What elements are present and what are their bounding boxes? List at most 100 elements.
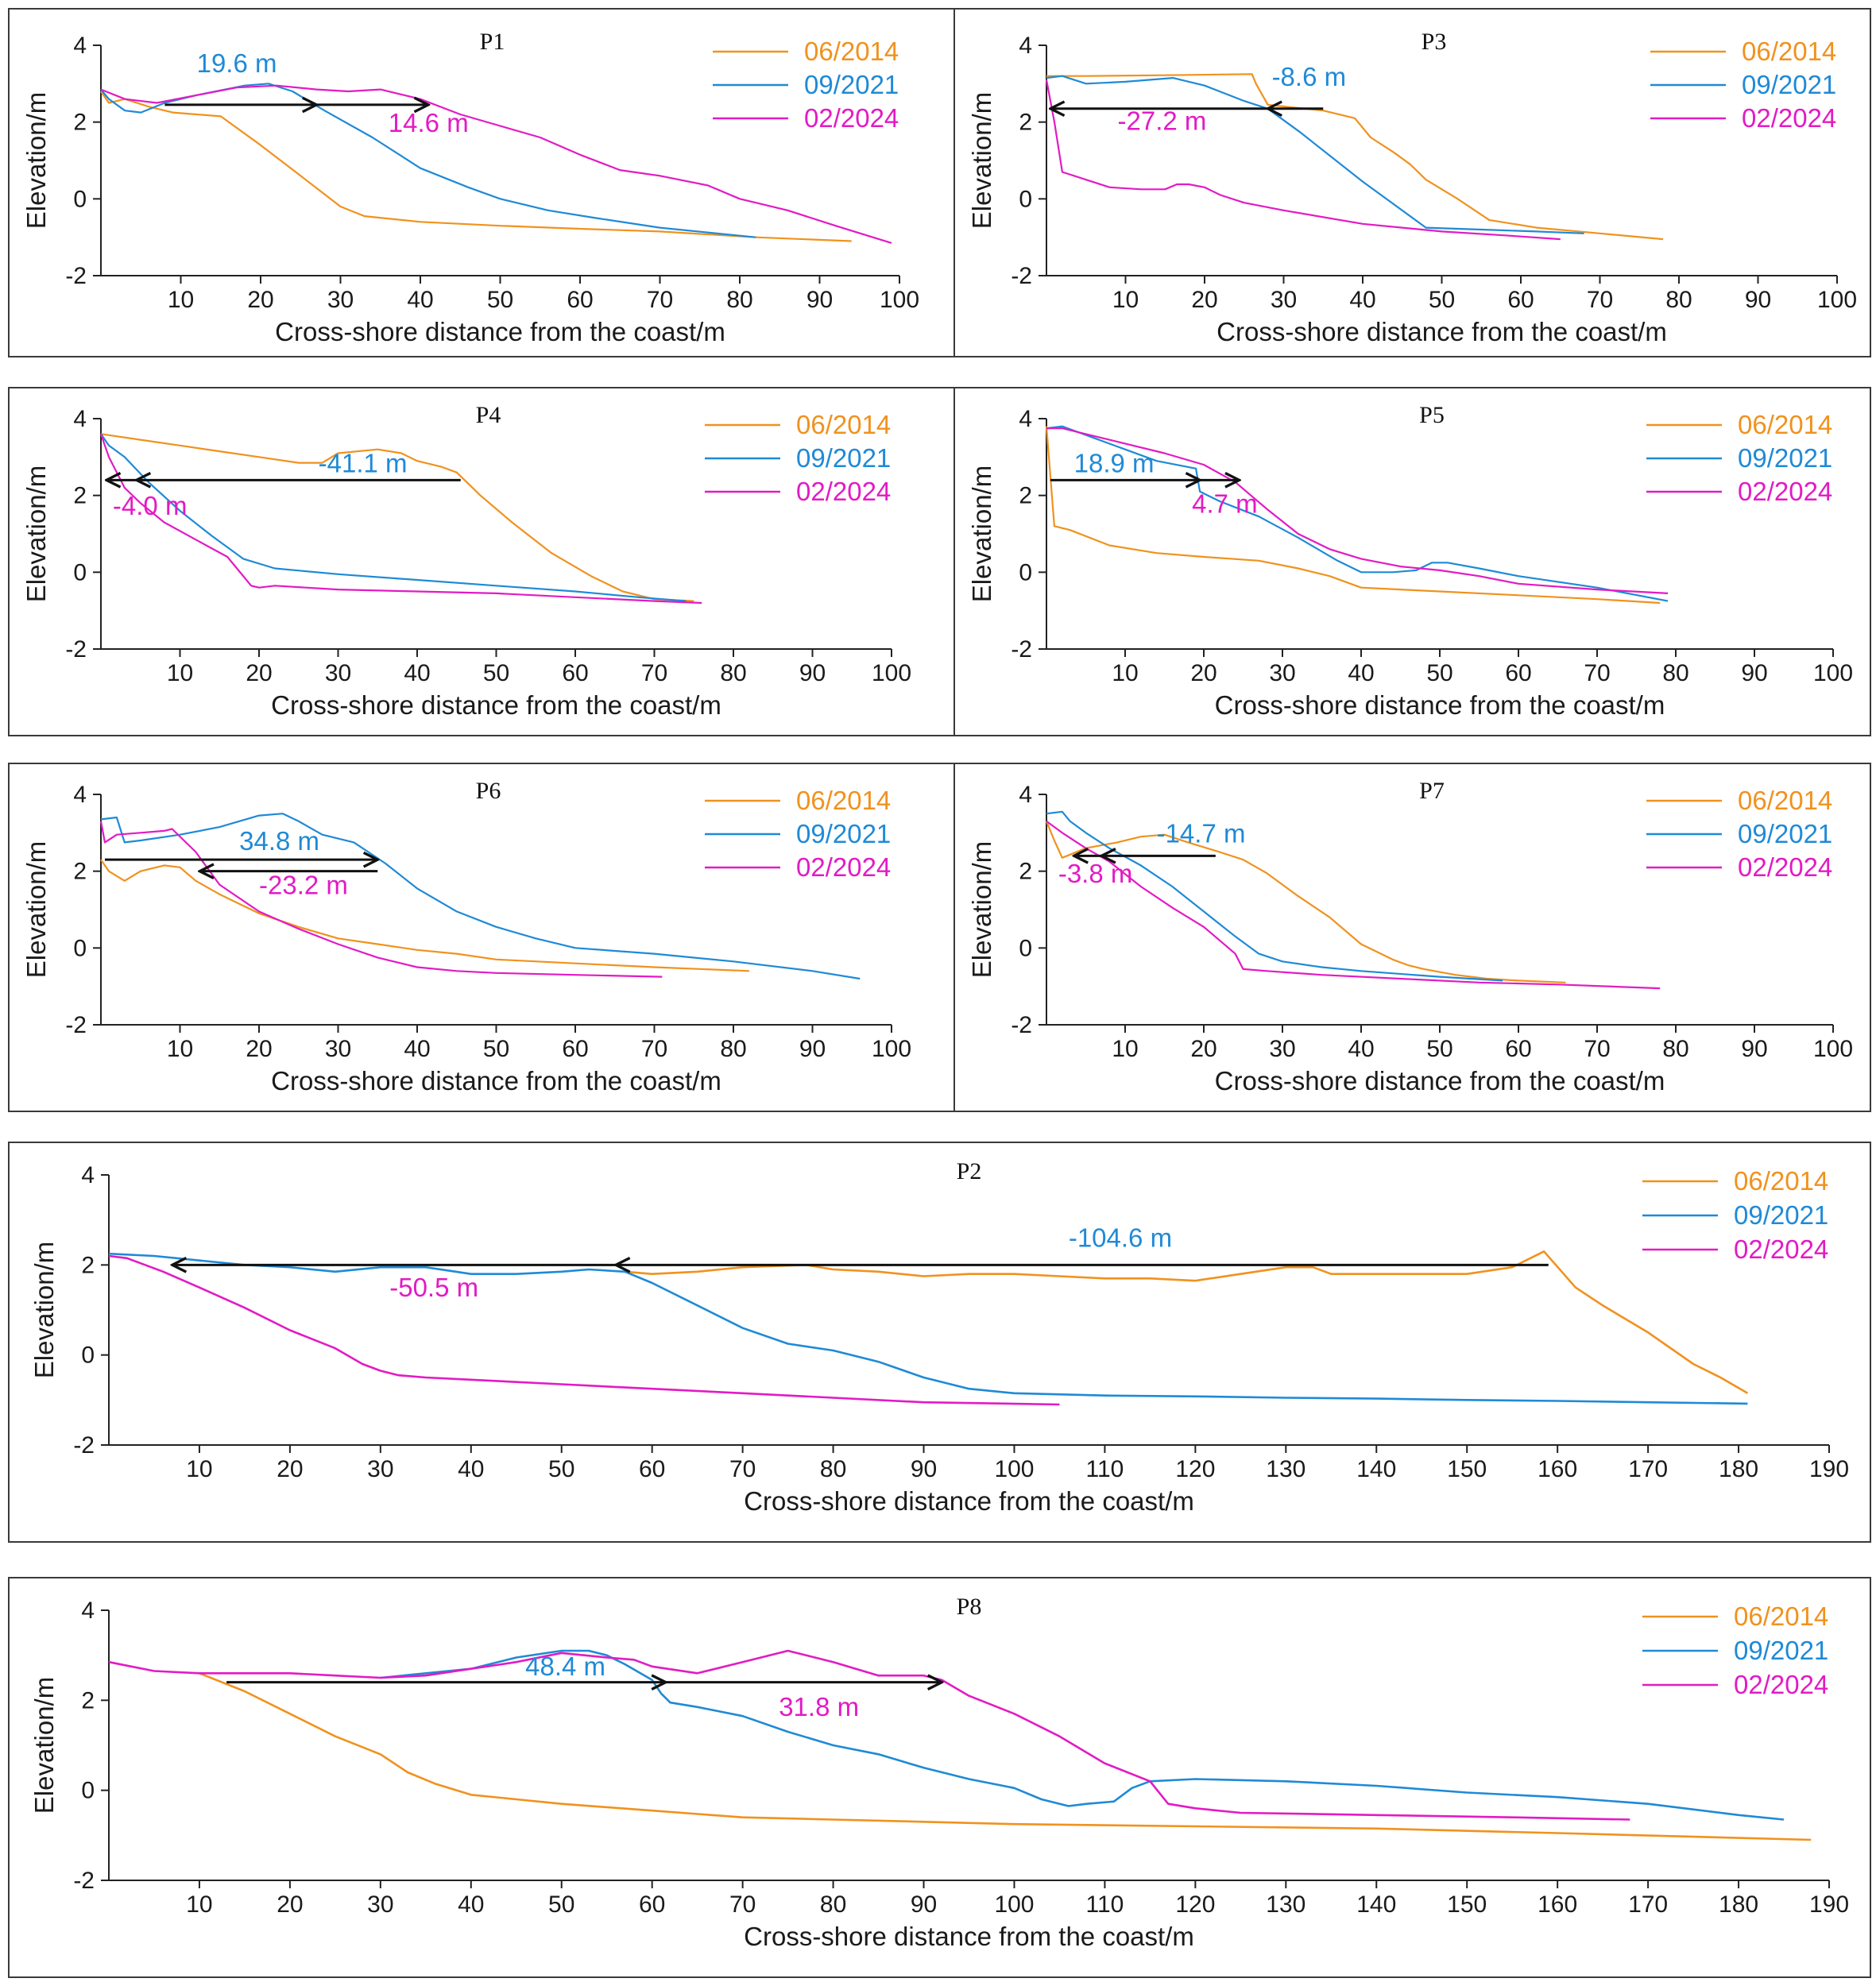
x-tick-label: 80 xyxy=(820,1456,846,1482)
chart-panel-p5: 10 20 30 40 50 60 70 80 90 100 -2 0 2 4 Cross-shore di… xyxy=(953,387,1871,736)
x-tick-label: 30 xyxy=(325,1036,351,1062)
x-tick-label: 30 xyxy=(1269,660,1295,686)
panel-title: P5 xyxy=(1419,402,1445,428)
x-tick-label: 100 xyxy=(872,660,911,686)
x-tick-label: 160 xyxy=(1538,1891,1577,1918)
x-tick-label: 30 xyxy=(325,660,351,686)
annotation-label: 18.9 m xyxy=(1074,449,1155,478)
x-tick-label: 30 xyxy=(327,287,354,313)
x-tick-label: 100 xyxy=(994,1456,1034,1482)
x-tick-label: 80 xyxy=(1665,287,1692,313)
x-tick-label: 80 xyxy=(820,1891,846,1918)
x-tick-label: 60 xyxy=(562,660,588,686)
legend-label-02-2024: 02/2024 xyxy=(1738,477,1832,506)
legend-label-06-2014: 06/2014 xyxy=(1738,786,1832,815)
x-tick-label: 100 xyxy=(880,287,919,313)
series-line-02-2024 xyxy=(1045,79,1561,241)
x-tick-label: 40 xyxy=(404,660,430,686)
x-tick-label: 90 xyxy=(799,1036,826,1062)
legend-label-06-2014: 06/2014 xyxy=(796,786,891,815)
legend-label-06-2014: 06/2014 xyxy=(796,410,891,439)
y-tick-label: 0 xyxy=(73,186,87,212)
y-tick-label: 2 xyxy=(73,110,87,136)
x-axis-title: Cross-shore distance from the coast/m xyxy=(271,1066,721,1095)
x-axis-title: Cross-shore distance from the coast/m xyxy=(271,690,721,720)
annotation-label: -4.0 m xyxy=(113,491,188,520)
x-tick-label: 110 xyxy=(1086,1891,1124,1918)
x-tick-label: 80 xyxy=(726,287,752,313)
x-tick-label: 60 xyxy=(1507,287,1534,313)
x-tick-label: 20 xyxy=(277,1891,303,1918)
x-tick-label: 10 xyxy=(1112,287,1139,313)
x-tick-label: 70 xyxy=(641,660,667,686)
x-tick-label: 50 xyxy=(548,1456,574,1482)
legend-label-09-2021: 09/2021 xyxy=(796,819,891,848)
x-tick-label: 180 xyxy=(1719,1456,1758,1482)
x-tick-label: 100 xyxy=(994,1891,1034,1918)
panel-title: P3 xyxy=(1422,29,1447,55)
annotation-label: -104.6 m xyxy=(1069,1223,1172,1253)
series-line-09-2021 xyxy=(1046,75,1584,234)
legend-label-02-2024: 02/2024 xyxy=(1734,1670,1828,1699)
x-tick-label: 60 xyxy=(639,1456,665,1482)
y-axis-title: Elevation/m xyxy=(967,466,996,602)
y-tick-label: 2 xyxy=(73,859,87,885)
panel-title: P4 xyxy=(476,402,501,428)
chart-panel-p1: 10 20 30 40 50 60 70 80 90 100 -2 0 2 4 Cross-shore di… xyxy=(8,8,961,357)
chart-panel-p7: 10 20 30 40 50 60 70 80 90 100 -2 0 2 4 Cross-shore di… xyxy=(953,763,1871,1112)
x-tick-label: 90 xyxy=(799,660,826,686)
y-tick-label: 2 xyxy=(73,483,87,509)
series-line-02-2024 xyxy=(108,1254,1060,1406)
annotation-label: -14.7 m xyxy=(1157,818,1246,848)
x-tick-label: 10 xyxy=(186,1891,212,1918)
legend-label-06-2014: 06/2014 xyxy=(1738,410,1832,439)
y-tick-label: 4 xyxy=(81,1598,95,1624)
x-tick-label: 80 xyxy=(720,660,746,686)
series-line-06-2014 xyxy=(625,1250,1749,1394)
x-tick-label: 50 xyxy=(487,287,513,313)
annotation-label: -8.6 m xyxy=(1272,62,1347,91)
series-line-06-2014 xyxy=(100,433,694,602)
series-line-02-2024 xyxy=(99,821,663,978)
legend-label-02-2024: 02/2024 xyxy=(1742,103,1836,133)
x-tick-label: 10 xyxy=(1112,660,1138,686)
y-tick-label: -2 xyxy=(1011,1012,1032,1038)
x-tick-label: 120 xyxy=(1175,1891,1215,1918)
x-tick-label: 50 xyxy=(1426,1036,1452,1062)
chart-p3: 10 20 30 40 50 60 70 80 90 100 -2 0 2 4 Cross-shore di… xyxy=(967,29,1857,346)
x-tick-label: 150 xyxy=(1447,1456,1487,1482)
y-tick-label: 2 xyxy=(81,1687,95,1714)
legend-label-09-2021: 09/2021 xyxy=(1738,819,1832,848)
annotation-label: -41.1 m xyxy=(319,449,408,478)
x-tick-label: 30 xyxy=(367,1456,393,1482)
x-axis-title: Cross-shore distance from the coast/m xyxy=(744,1486,1194,1516)
x-tick-label: 70 xyxy=(647,287,673,313)
x-axis-title: Cross-shore distance from the coast/m xyxy=(1216,317,1667,346)
chart-p2: 10 20 30 40 50 60 70 80 90 100 110 120 130 140 150 160 1… xyxy=(29,1158,1849,1516)
x-tick-label: 70 xyxy=(641,1036,667,1062)
y-axis-title: Elevation/m xyxy=(21,841,51,978)
y-axis-title: Elevation/m xyxy=(967,92,996,229)
y-tick-label: 0 xyxy=(1019,935,1032,961)
chart-p4: 10 20 30 40 50 60 70 80 90 100 -2 0 2 4 Cross-shore di… xyxy=(21,402,911,720)
annotation-label: 19.6 m xyxy=(197,48,277,78)
y-tick-label: -2 xyxy=(65,1012,87,1038)
chart-panel-p4: 10 20 30 40 50 60 70 80 90 100 -2 0 2 4 Cross-shore di… xyxy=(8,387,961,736)
series-line-02-2024 xyxy=(1046,427,1669,594)
x-tick-label: 20 xyxy=(1190,1036,1216,1062)
x-axis-title: Cross-shore distance from the coast/m xyxy=(275,317,725,346)
chart-panel-p2: 10 20 30 40 50 60 70 80 90 100 110 120 130 140 150 160 1… xyxy=(8,1142,1871,1543)
x-tick-label: 80 xyxy=(1662,1036,1688,1062)
x-tick-label: 170 xyxy=(1628,1456,1668,1482)
x-tick-label: 30 xyxy=(1269,1036,1295,1062)
legend-label-02-2024: 02/2024 xyxy=(796,477,891,506)
y-tick-label: -2 xyxy=(1011,263,1032,289)
panel-title: P1 xyxy=(480,29,505,55)
x-tick-label: 40 xyxy=(1348,1036,1374,1062)
x-tick-label: 150 xyxy=(1447,1891,1487,1918)
x-tick-label: 10 xyxy=(167,1036,193,1062)
panel-title: P2 xyxy=(957,1158,982,1184)
y-tick-label: -2 xyxy=(73,1432,95,1459)
legend-label-06-2014: 06/2014 xyxy=(1742,37,1836,66)
x-tick-label: 140 xyxy=(1356,1456,1396,1482)
